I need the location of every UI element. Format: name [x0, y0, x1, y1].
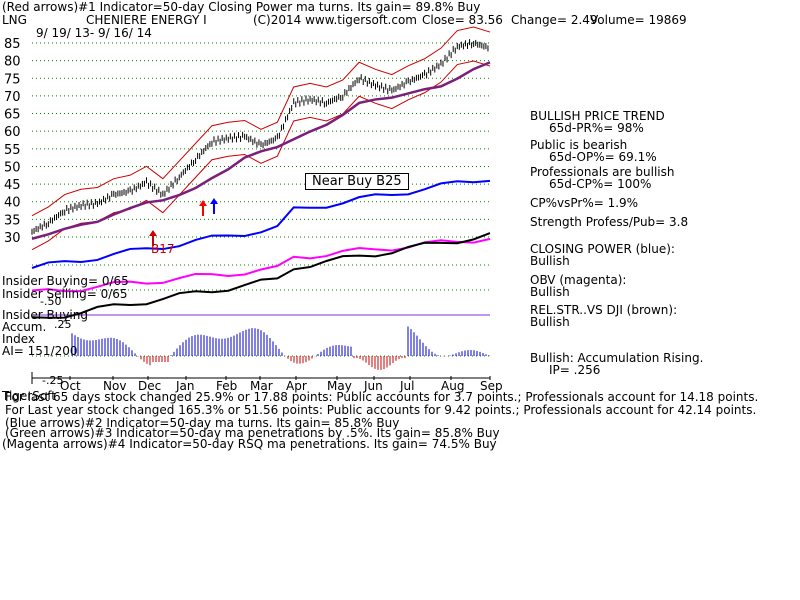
y-tick-45: 45	[4, 178, 21, 193]
b17-label: B17	[151, 242, 175, 256]
insider-buying-2: Insider Buying	[2, 308, 88, 322]
price-y-axis: 30 35 40 45 50 55 60 65 70 75 80 85	[4, 37, 21, 246]
obv-label: OBV (magenta):	[530, 273, 627, 287]
cpvspr-value: CP%vsPr%= 1.9%	[530, 196, 639, 210]
public-status: Public is bearish	[530, 138, 628, 152]
y-tick-40: 40	[4, 196, 21, 211]
ai-tick-25: .25	[54, 318, 72, 331]
month-label-May: May	[327, 379, 352, 393]
ip-value: IP= .256	[549, 363, 601, 377]
blue-arrow-head	[210, 198, 218, 204]
pr-value: 65d-PR%= 98%	[549, 121, 644, 135]
relstr-line	[31, 232, 491, 319]
footer-green-arrows: (Green arrows)#3 Indicator=50-day ma pen…	[5, 426, 500, 440]
month-label-Nov: Nov	[103, 379, 126, 393]
ma-line	[31, 61, 491, 240]
insider-buying: Insider Buying= 0/65	[2, 274, 129, 288]
y-tick-35: 35	[4, 213, 21, 228]
closing-power-status: Bullish	[530, 254, 570, 268]
b17-arrow-head	[149, 230, 157, 236]
company-name: CHENIERE ENERGY I	[86, 13, 207, 27]
footer-year: For Last year stock changed 165.3% or 51…	[5, 403, 757, 417]
closing-power-line	[31, 179, 491, 269]
footer-prefix: TigerSoft	[2, 389, 56, 403]
month-label-Oct: Oct	[60, 379, 81, 393]
ai-value: AI= 151/200	[2, 344, 78, 358]
y-tick-60: 60	[4, 125, 21, 140]
indicator-lines	[31, 179, 491, 319]
obv-status: Bullish	[530, 285, 570, 299]
ticker: LNG	[2, 13, 27, 27]
volume-value: Volume= 19869	[590, 13, 687, 27]
footer-blue-arrows: (Blue arrows)#2 Indicator=50-day ma turn…	[5, 416, 400, 430]
upper-band	[31, 26, 491, 217]
month-axis: Oct Nov Dec Jan Feb Mar Apr May Jun Jul Aug Sep	[31, 372, 503, 393]
price-series	[31, 39, 489, 235]
signal-arrows	[149, 198, 218, 246]
price-grid	[32, 42, 490, 357]
red-arrow-head	[199, 200, 207, 206]
month-label-Jan: Jan	[175, 379, 195, 393]
insider-selling: Insider Selling= 0/65	[2, 287, 128, 301]
trend-title: BULLISH PRICE TREND	[530, 109, 665, 123]
month-label-Dec: Dec	[138, 379, 161, 393]
ai-tick-neg25: -.25	[42, 374, 64, 387]
moving-average	[31, 61, 491, 240]
cp-value: 65d-CP%= 100%	[549, 177, 652, 191]
y-tick-30: 30	[4, 231, 21, 246]
strength-value: Strength Profess/Pub= 3.8	[530, 215, 689, 229]
relstr-label: REL.STR..VS DJI (brown):	[530, 303, 678, 317]
accumulation-index	[71, 326, 490, 370]
y-tick-50: 50	[4, 160, 21, 175]
accum-label: Accum.	[2, 320, 47, 334]
y-tick-80: 80	[4, 55, 21, 70]
y-tick-55: 55	[4, 143, 21, 158]
near-buy-label: Near Buy B25	[305, 173, 409, 190]
relstr-status: Bullish	[530, 315, 570, 329]
y-tick-85: 85	[4, 37, 21, 52]
ai-tick-50: -.50	[40, 295, 62, 308]
footer-65day: For last 65 days stock changed 25.9% or …	[5, 390, 759, 404]
change-value: Change= 2.49	[511, 13, 598, 27]
month-label-Jul: Jul	[399, 379, 414, 393]
month-label-Feb: Feb	[216, 379, 237, 393]
closing-power-label: CLOSING POWER (blue):	[530, 242, 675, 256]
prof-status: Professionals are bullish	[530, 165, 675, 179]
copyright: (C)2014 www.tigersoft.com	[253, 13, 417, 27]
accum-status: Bullish: Accumulation Rising.	[530, 351, 704, 365]
month-label-Sep: Sep	[480, 379, 503, 393]
y-tick-75: 75	[4, 72, 21, 87]
op-value: 65d-OP%= 69.1%	[549, 150, 657, 164]
month-label-Aug: Aug	[441, 379, 464, 393]
indicator-1-text: (Red arrows)#1 Indicator=50-day Closing …	[2, 0, 481, 14]
y-tick-65: 65	[4, 108, 21, 123]
y-tick-70: 70	[4, 90, 21, 105]
date-range: 9/ 19/ 13- 9/ 16/ 14	[36, 26, 152, 40]
month-label-Mar: Mar	[250, 379, 273, 393]
month-label-Jun: Jun	[363, 379, 383, 393]
close-value: Close= 83.56	[422, 13, 503, 27]
footer-magenta-arrows: (Magenta arrows)#4 Indicator=50-day RSQ …	[2, 437, 497, 451]
month-label-Apr: Apr	[286, 379, 307, 393]
index-label: Index	[2, 332, 36, 346]
